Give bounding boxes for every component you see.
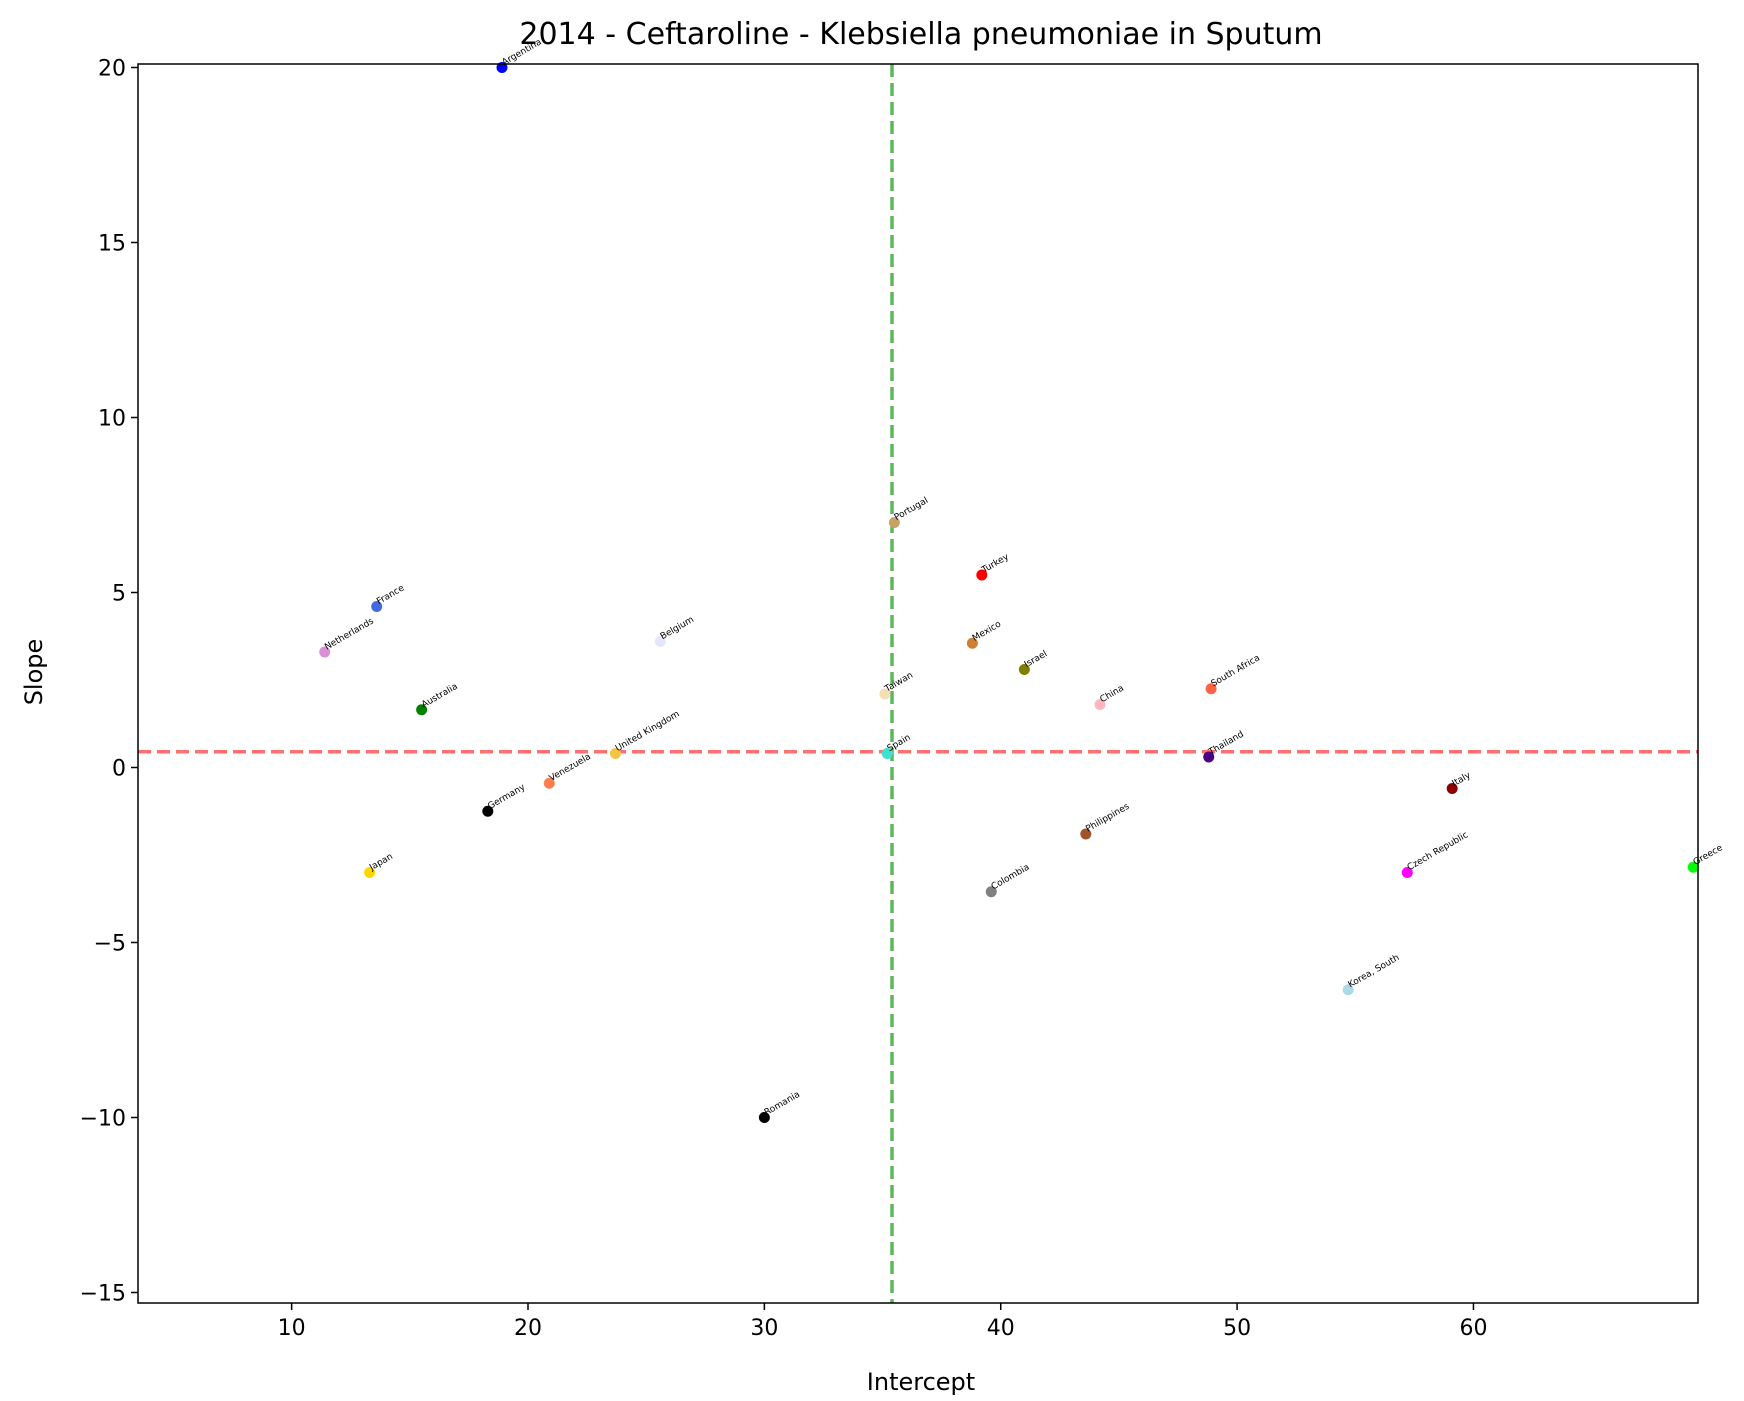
- axes: 10 20 30 40 50 60 −15 −10 −5 0 5 10 15 20: [80, 57, 1699, 1341]
- y-tick-label: 10: [98, 407, 126, 432]
- x-tick-label: 10: [278, 1316, 306, 1341]
- scatter-point: [1446, 783, 1458, 794]
- y-tick-label: 20: [98, 57, 126, 82]
- scatter-point: [371, 601, 383, 612]
- x-axis-label: Intercept: [867, 1368, 975, 1396]
- scatter-point: [319, 646, 331, 658]
- scatter-point: [985, 886, 997, 898]
- y-tick-label: −5: [94, 932, 126, 957]
- scatter-point: [1687, 861, 1699, 873]
- scatter-point: [879, 688, 891, 700]
- y-tick-label: 5: [112, 582, 126, 607]
- scatter-point: [758, 1112, 770, 1123]
- y-tick-label: −15: [80, 1282, 126, 1307]
- scatter-point: [881, 748, 893, 759]
- x-tick-label: 30: [750, 1316, 778, 1341]
- scatter-point: [1080, 828, 1092, 840]
- x-tick-label: 40: [987, 1316, 1015, 1341]
- x-tick-label: 60: [1459, 1316, 1487, 1341]
- scatter-point: [1401, 867, 1413, 878]
- scatter-point: [609, 748, 621, 759]
- scatter-point: [966, 637, 978, 649]
- scatter-point: [364, 867, 376, 878]
- y-tick-label: −10: [80, 1107, 126, 1132]
- scatter-point: [1094, 699, 1106, 710]
- scatter-point: [1018, 664, 1030, 675]
- scatter-point: [976, 569, 988, 581]
- scatter-point: [654, 636, 666, 647]
- scatter-point: [482, 805, 494, 817]
- scatter-point: [888, 517, 900, 528]
- scatter-point: [1203, 751, 1215, 763]
- scatter-point: [1205, 683, 1217, 695]
- scatter-point: [416, 704, 428, 716]
- x-tick-label: 20: [514, 1316, 542, 1341]
- x-tick-label: 50: [1223, 1316, 1251, 1341]
- y-axis-label: Slope: [20, 639, 48, 706]
- plot-frame: [137, 63, 1699, 1304]
- chart-title: 2014 - Ceftaroline - Klebsiella pneumoni…: [519, 17, 1322, 52]
- y-tick-label: 15: [98, 232, 126, 257]
- y-tick-label: 0: [112, 757, 126, 782]
- scatter-point: [543, 777, 555, 789]
- scatter-point: [1342, 984, 1354, 996]
